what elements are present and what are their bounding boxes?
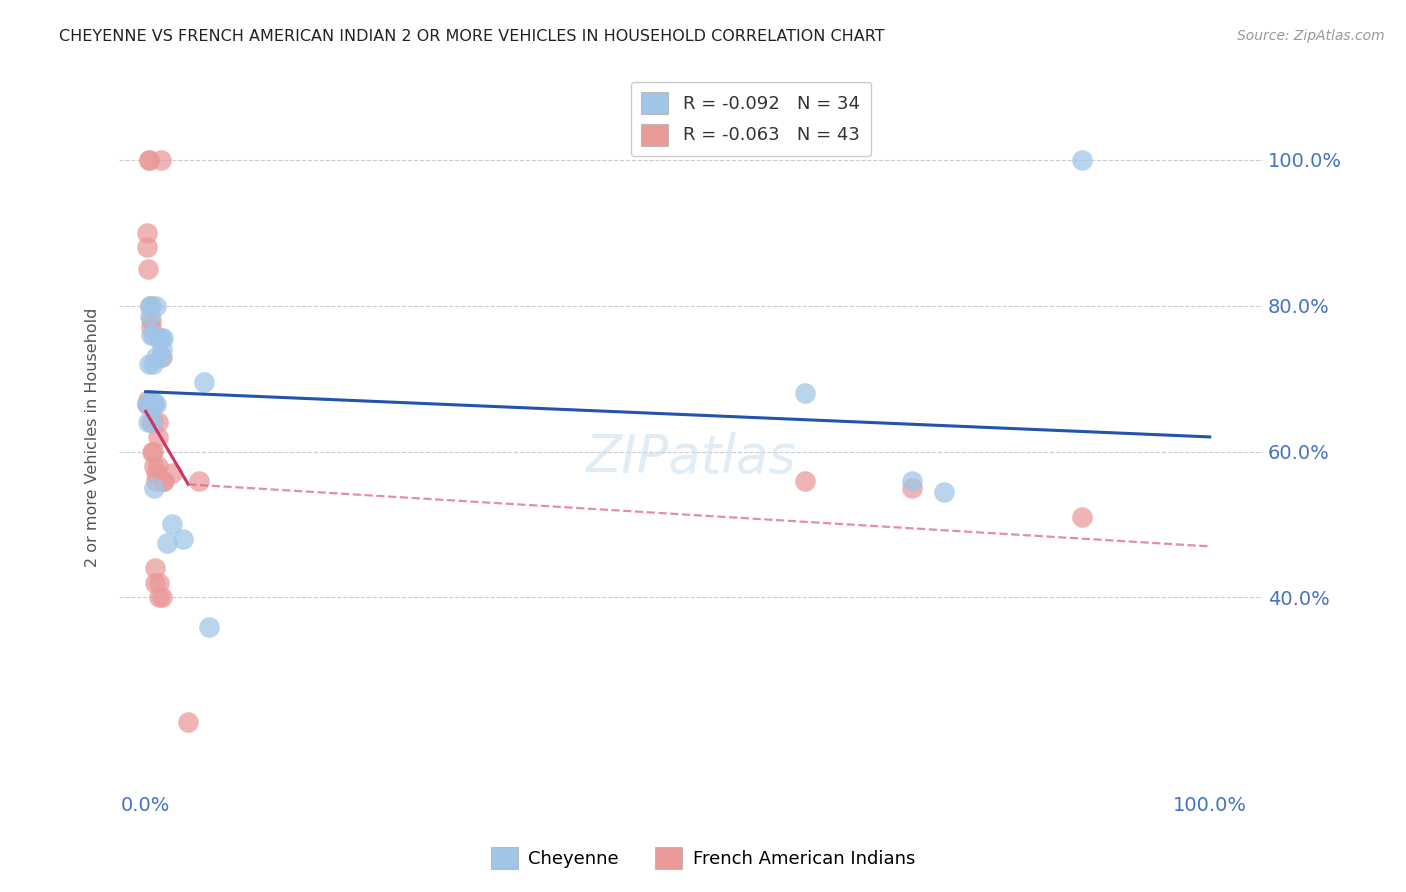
Point — [145, 474, 167, 488]
Point — [148, 430, 170, 444]
Point — [149, 350, 172, 364]
Point — [136, 393, 159, 408]
Point — [156, 535, 179, 549]
Point — [1071, 510, 1094, 524]
Point — [145, 467, 167, 481]
Point — [135, 226, 157, 240]
Point — [138, 153, 160, 167]
Point — [148, 415, 170, 429]
Point — [150, 350, 173, 364]
Point — [148, 331, 170, 345]
Point — [139, 415, 162, 429]
Point — [198, 620, 221, 634]
Text: Source: ZipAtlas.com: Source: ZipAtlas.com — [1237, 29, 1385, 44]
Point — [143, 459, 166, 474]
Point — [139, 299, 162, 313]
Y-axis label: 2 or more Vehicles in Household: 2 or more Vehicles in Household — [86, 307, 100, 566]
Point — [139, 397, 162, 411]
Point — [193, 375, 215, 389]
Point — [152, 474, 174, 488]
Point — [138, 153, 160, 167]
Point — [143, 575, 166, 590]
Point — [138, 357, 160, 371]
Point — [136, 415, 159, 429]
Point — [139, 299, 162, 313]
Point — [142, 415, 165, 429]
Point — [142, 397, 165, 411]
Point — [141, 397, 163, 411]
Point — [135, 240, 157, 254]
Point — [139, 313, 162, 327]
Point — [143, 481, 166, 495]
Point — [135, 397, 157, 411]
Point — [145, 397, 167, 411]
Point — [148, 575, 170, 590]
Point — [145, 299, 167, 313]
Point — [162, 467, 184, 481]
Point — [794, 386, 817, 401]
Point — [150, 591, 173, 605]
Point — [794, 474, 817, 488]
Point — [139, 299, 162, 313]
Point — [141, 415, 163, 429]
Point — [136, 262, 159, 277]
Point — [149, 153, 172, 167]
Point — [139, 397, 162, 411]
Point — [139, 327, 162, 342]
Point — [141, 444, 163, 458]
Point — [177, 714, 200, 729]
Text: ZIPatlas: ZIPatlas — [585, 432, 796, 484]
Point — [162, 517, 184, 532]
Point — [142, 444, 165, 458]
Point — [143, 397, 166, 411]
Point — [148, 459, 170, 474]
Point — [141, 397, 163, 411]
Point — [900, 474, 922, 488]
Point — [141, 415, 163, 429]
Point — [152, 474, 174, 488]
Point — [139, 320, 162, 334]
Legend: R = -0.092   N = 34, R = -0.063   N = 43: R = -0.092 N = 34, R = -0.063 N = 43 — [630, 82, 870, 156]
Point — [135, 397, 157, 411]
Point — [143, 397, 166, 411]
Point — [150, 343, 173, 357]
Point — [143, 561, 166, 575]
Point — [187, 474, 209, 488]
Point — [139, 310, 162, 324]
Legend: Cheyenne, French American Indians: Cheyenne, French American Indians — [484, 839, 922, 876]
Point — [145, 350, 167, 364]
Point — [141, 393, 163, 408]
Point — [142, 357, 165, 371]
Point — [148, 591, 170, 605]
Point — [1071, 153, 1094, 167]
Point — [142, 397, 165, 411]
Point — [138, 397, 160, 411]
Point — [172, 532, 194, 546]
Point — [149, 331, 172, 345]
Point — [139, 397, 162, 411]
Point — [142, 327, 165, 342]
Point — [138, 397, 160, 411]
Point — [152, 331, 174, 345]
Point — [900, 481, 922, 495]
Point — [136, 397, 159, 411]
Text: CHEYENNE VS FRENCH AMERICAN INDIAN 2 OR MORE VEHICLES IN HOUSEHOLD CORRELATION C: CHEYENNE VS FRENCH AMERICAN INDIAN 2 OR … — [59, 29, 884, 45]
Point — [932, 484, 955, 499]
